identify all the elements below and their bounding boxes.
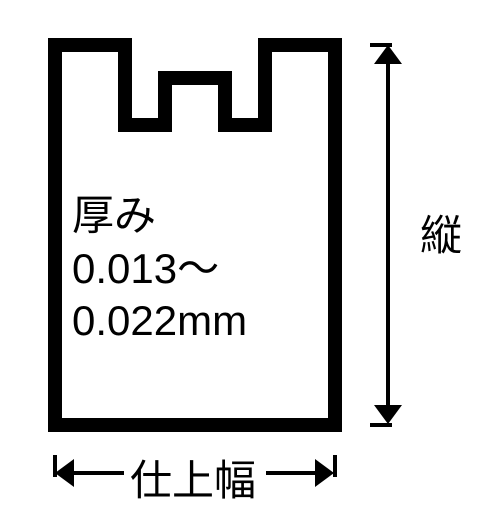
height-dim-line (386, 59, 390, 411)
width-dim-arrow-right (315, 459, 334, 487)
width-dim-line-left (69, 471, 124, 475)
height-dim-label: 縦 (420, 210, 462, 263)
thickness-label: 厚み 0.013～ 0.022mm (72, 190, 247, 348)
thickness-line1: 厚み (72, 190, 247, 243)
diagram-canvas: 厚み 0.013～ 0.022mm 縦 仕上幅 (0, 0, 500, 500)
width-dim-line-right (266, 471, 321, 475)
height-dim-arrow-down (374, 405, 402, 424)
thickness-line2: 0.013～ (72, 243, 247, 296)
height-dim-arrow-up (374, 45, 402, 64)
width-dim-arrow-left (55, 459, 74, 487)
thickness-line3: 0.022mm (72, 295, 247, 348)
